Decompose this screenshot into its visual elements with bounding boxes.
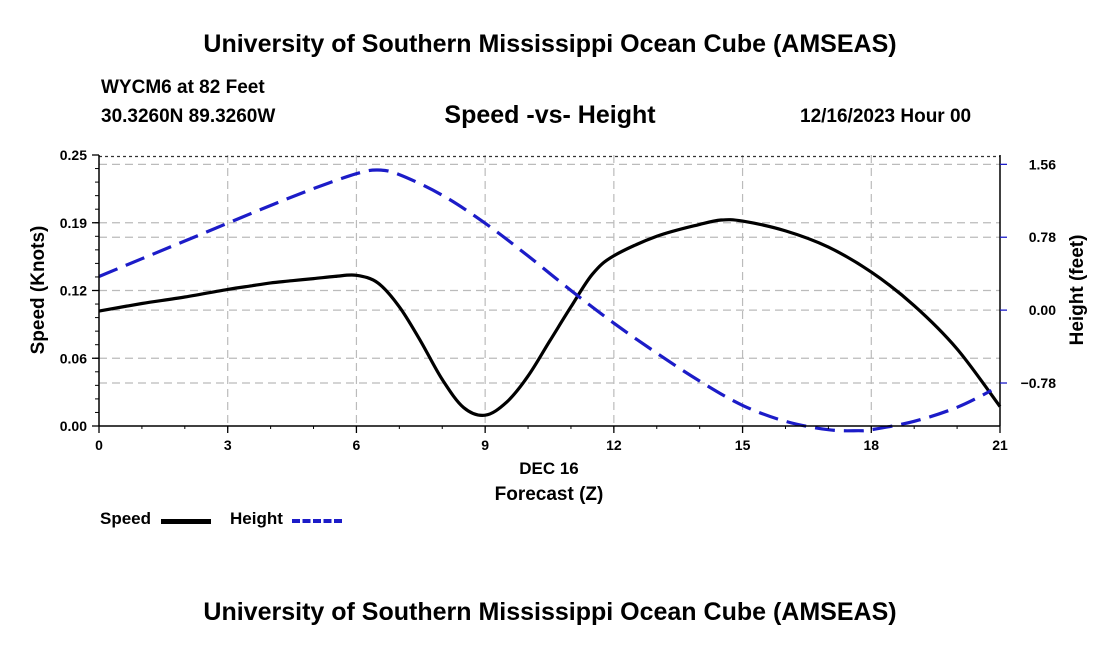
x-tick-label: 18 (863, 437, 879, 453)
legend-height-swatch (292, 519, 342, 523)
axis-labels: DEC 16 Forecast (Z) Speed (Knots) Height… (28, 226, 1088, 505)
y-tick-label: 0.06 (60, 350, 87, 366)
legend-height-label: Height (230, 509, 283, 528)
x-axis-title: Forecast (Z) (495, 484, 604, 505)
y-axis-title: Speed (Knots) (28, 226, 49, 355)
y2-tick-label: −0.78 (1021, 375, 1057, 391)
legend-speed-swatch (161, 519, 211, 524)
x-axis-date-label: DEC 16 (519, 459, 579, 478)
legend-speed-label: Speed (100, 509, 152, 528)
height-series-line (98, 168, 993, 433)
speed-series-line (98, 218, 1002, 417)
grid (99, 155, 1000, 426)
y-tick-label: 0.00 (60, 418, 87, 434)
y2-tick-label: 0.00 (1029, 302, 1056, 318)
y2-tick-label: 0.78 (1029, 229, 1056, 245)
footer-title: University of Southern Mississippi Ocean… (203, 598, 897, 626)
y-tick-label: 0.19 (60, 215, 87, 231)
x-tick-label: 21 (992, 437, 1008, 453)
chart-title: Speed -vs- Height (444, 101, 656, 129)
series-layer (98, 168, 1002, 433)
x-tick-label: 6 (353, 437, 361, 453)
y2-tick-label: 1.56 (1029, 156, 1056, 172)
y2-axis-title: Height (feet) (1067, 235, 1088, 346)
datetime-label: 12/16/2023 Hour 00 (800, 106, 972, 127)
y-tick-label: 0.25 (60, 147, 87, 163)
x-tick-label: 15 (735, 437, 751, 453)
page-title: University of Southern Mississippi Ocean… (203, 30, 897, 58)
x-tick-label: 12 (606, 437, 622, 453)
axis-ticks: 0 3 6 9 12 15 18 21 0.00 0.06 0.12 0.19 0.25 −0.78 0.0… (60, 147, 1056, 453)
x-tick-label: 3 (224, 437, 232, 453)
x-tick-label: 0 (95, 437, 103, 453)
y-tick-label: 0.12 (60, 283, 87, 299)
coordinates-label: 30.3260N 89.3260W (101, 106, 276, 127)
x-tick-label: 9 (481, 437, 489, 453)
station-label: WYCM6 at 82 Feet (101, 77, 265, 98)
